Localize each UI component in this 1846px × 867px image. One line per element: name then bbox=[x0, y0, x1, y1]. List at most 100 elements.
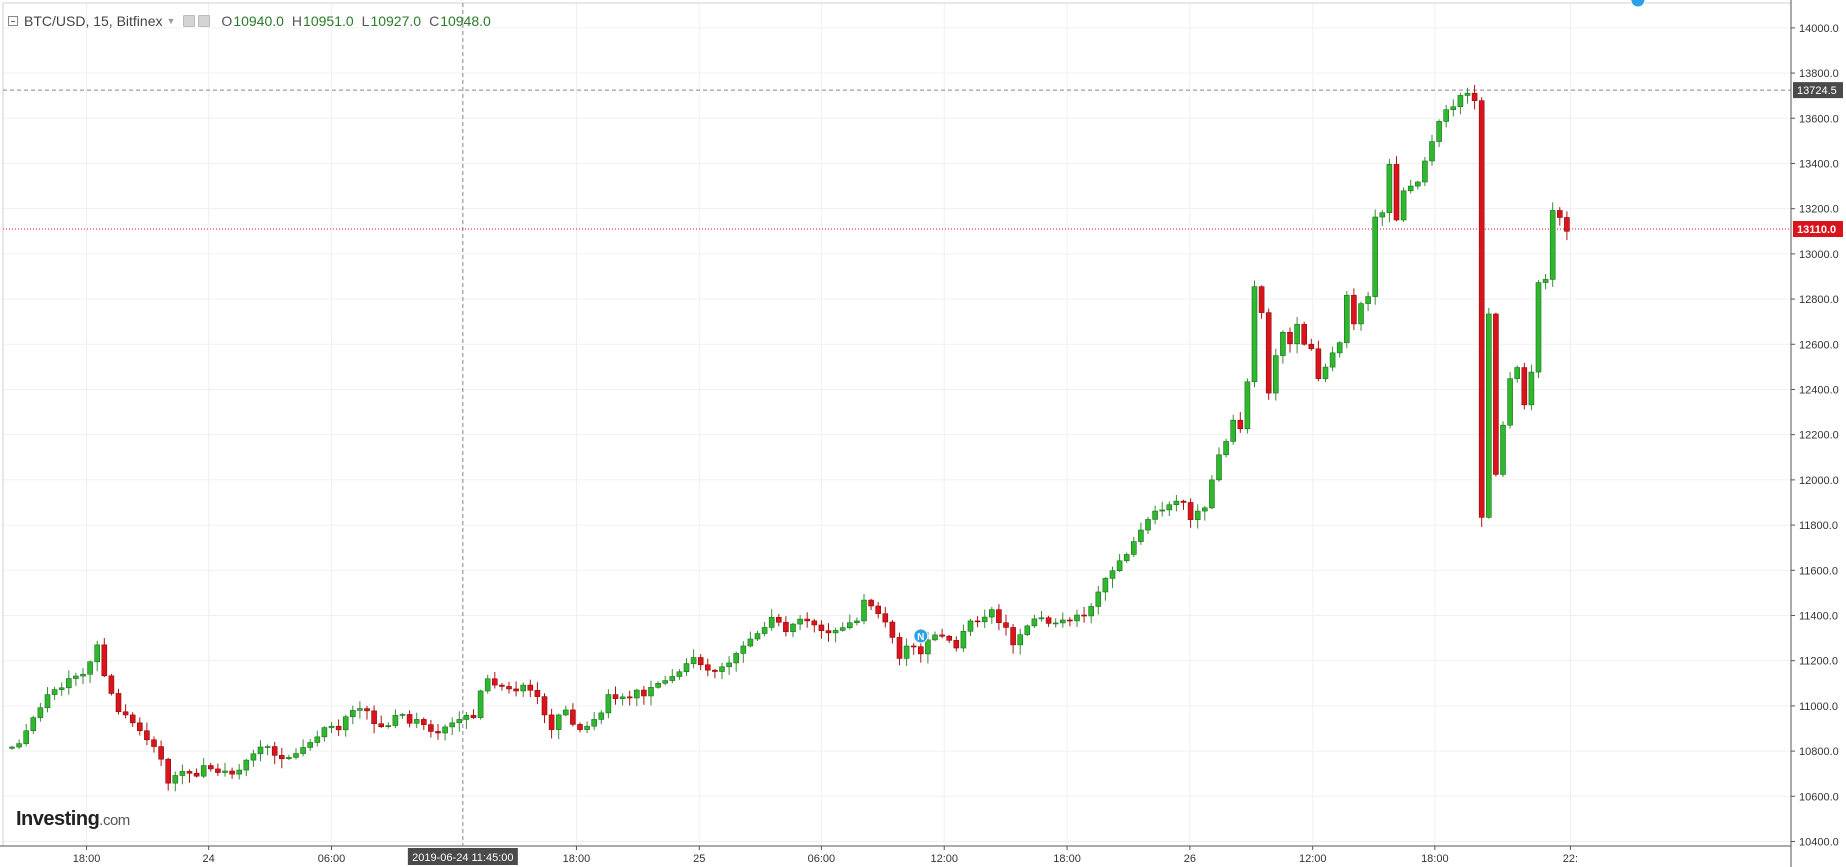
candle-body bbox=[1194, 510, 1201, 520]
ohlc-low: L10927.0 bbox=[361, 13, 422, 29]
candle-body bbox=[861, 599, 867, 622]
crosshair-time-label-bg bbox=[407, 848, 518, 865]
candle-body bbox=[577, 724, 583, 730]
event-marker-label: P bbox=[1635, 0, 1642, 3]
current-price-label: 13110.0 bbox=[1797, 224, 1836, 236]
candle-body bbox=[335, 725, 342, 731]
candle-body bbox=[1038, 617, 1045, 620]
candle-body bbox=[58, 687, 65, 690]
visibility-icon[interactable] bbox=[183, 15, 196, 27]
candle-body bbox=[222, 770, 228, 773]
candle-body bbox=[712, 669, 718, 672]
candle-body bbox=[1308, 343, 1315, 350]
x-tick-label: 12:00 bbox=[1299, 853, 1327, 865]
candle-body bbox=[1052, 622, 1059, 625]
candle-body bbox=[946, 635, 953, 641]
candle-body bbox=[1329, 352, 1336, 368]
candle-body bbox=[690, 657, 697, 664]
candle-body bbox=[1344, 294, 1350, 343]
candle-body bbox=[193, 772, 200, 777]
candle-body bbox=[371, 710, 377, 725]
candle-body bbox=[1145, 519, 1151, 531]
candle-body bbox=[1358, 303, 1364, 325]
candle-body bbox=[1209, 479, 1215, 509]
candle-body bbox=[534, 689, 541, 697]
candle-body bbox=[1471, 92, 1478, 101]
event-marker[interactable] bbox=[1630, 0, 1646, 8]
candle-body bbox=[144, 730, 150, 741]
chevron-down-icon[interactable]: ▼ bbox=[166, 16, 176, 26]
candle-body bbox=[562, 709, 569, 716]
y-tick-label: 13600.0 bbox=[1799, 113, 1839, 125]
candle-body bbox=[548, 714, 555, 730]
candle-body bbox=[1003, 622, 1009, 628]
candle-body bbox=[1287, 331, 1293, 345]
x-tick-label: 06:00 bbox=[318, 853, 346, 865]
candle-body bbox=[129, 714, 136, 724]
event-marker[interactable] bbox=[913, 628, 929, 644]
candle-body bbox=[932, 634, 938, 641]
candle-body bbox=[44, 694, 51, 708]
candle-body bbox=[1549, 210, 1556, 280]
candle-body bbox=[1535, 282, 1542, 373]
candle-body bbox=[101, 644, 108, 677]
candle-body bbox=[981, 616, 988, 623]
candle-body bbox=[832, 630, 839, 634]
x-tick-label: 24 bbox=[203, 853, 215, 865]
y-tick-label: 13200.0 bbox=[1799, 204, 1839, 216]
candle-body bbox=[484, 678, 491, 692]
candle-body bbox=[768, 616, 775, 628]
candle-body bbox=[917, 646, 924, 655]
y-tick-label: 12200.0 bbox=[1799, 430, 1839, 442]
candle-body bbox=[612, 694, 619, 699]
candle-body bbox=[697, 657, 704, 666]
candle-body bbox=[115, 693, 122, 713]
candle-body bbox=[385, 725, 392, 727]
y-tick-label: 11400.0 bbox=[1799, 610, 1838, 622]
candle-body bbox=[349, 710, 356, 718]
candle-body bbox=[882, 613, 889, 623]
candle-body bbox=[463, 715, 470, 720]
candle-body bbox=[1478, 100, 1485, 518]
candle-body bbox=[1258, 286, 1265, 313]
symbol-title[interactable]: BTC/USD, 15, Bitfinex bbox=[24, 13, 163, 29]
collapse-icon[interactable] bbox=[8, 16, 18, 26]
candle-body bbox=[449, 722, 456, 728]
candle-body bbox=[633, 689, 640, 699]
candle-body bbox=[1123, 554, 1130, 562]
candle-body bbox=[541, 696, 548, 716]
candle-body bbox=[1507, 378, 1513, 426]
candle-body bbox=[1443, 109, 1449, 122]
candle-body bbox=[23, 730, 30, 744]
candle-body bbox=[51, 689, 58, 695]
candle-body bbox=[648, 687, 654, 697]
candle-body bbox=[286, 757, 292, 760]
y-tick-label: 12600.0 bbox=[1799, 339, 1839, 351]
candle-body bbox=[1514, 367, 1520, 379]
candle-body bbox=[420, 719, 427, 725]
candle-body bbox=[1393, 164, 1400, 221]
candle-body bbox=[704, 664, 711, 671]
candle-body bbox=[94, 644, 100, 663]
candle-body bbox=[1564, 217, 1570, 232]
y-tick-label: 14000.0 bbox=[1799, 23, 1839, 35]
candle-body bbox=[66, 678, 72, 689]
settings-icon[interactable] bbox=[198, 15, 211, 27]
y-tick-label: 13400.0 bbox=[1799, 158, 1839, 170]
candle-body bbox=[903, 645, 910, 659]
candle-body bbox=[470, 715, 477, 718]
candle-body bbox=[1322, 366, 1329, 379]
candle-body bbox=[1379, 212, 1386, 218]
candle-body bbox=[1074, 614, 1080, 622]
candle-body bbox=[477, 690, 484, 718]
candle-body bbox=[186, 771, 193, 774]
candle-body bbox=[1237, 419, 1244, 430]
candle-body bbox=[208, 765, 214, 770]
candle-body bbox=[939, 634, 945, 637]
ohlc-open: O10940.0 bbox=[221, 13, 284, 29]
candle-body bbox=[342, 716, 349, 731]
candle-body bbox=[300, 747, 306, 754]
candle-body bbox=[875, 605, 882, 614]
candle-body bbox=[499, 684, 505, 687]
